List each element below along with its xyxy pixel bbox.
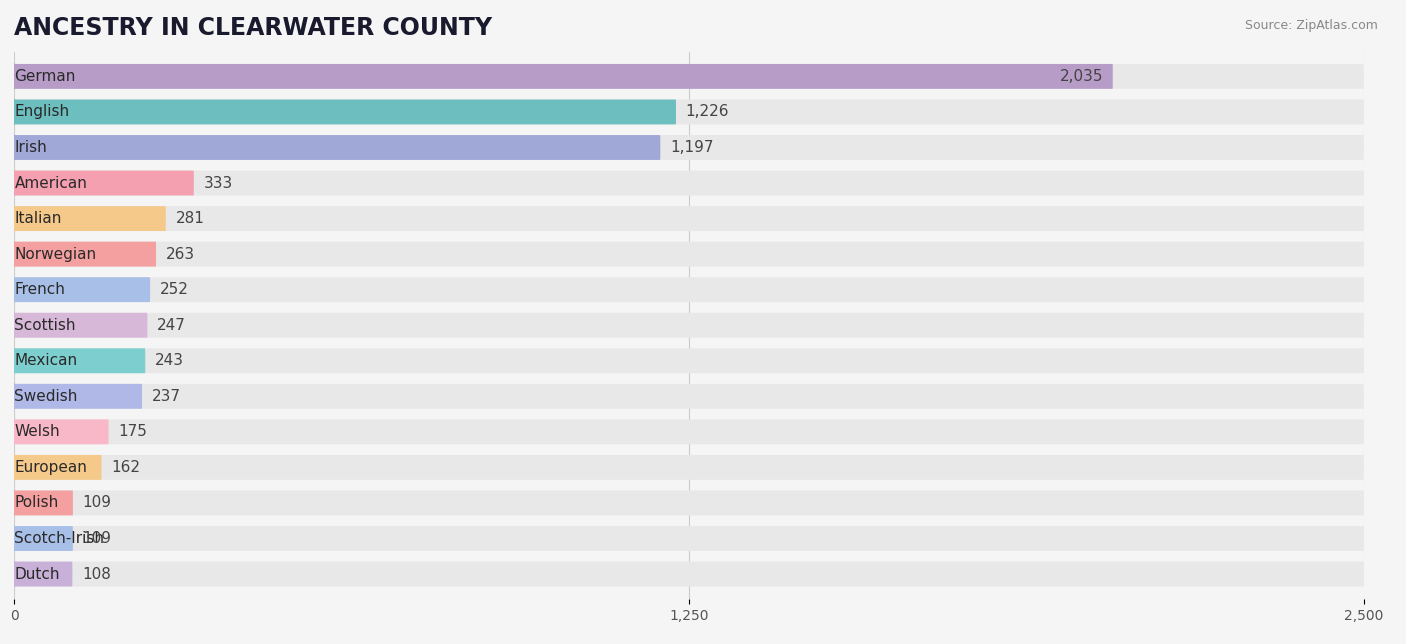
Text: 333: 333 bbox=[204, 176, 233, 191]
FancyBboxPatch shape bbox=[14, 64, 1112, 89]
Text: European: European bbox=[14, 460, 87, 475]
Text: English: English bbox=[14, 104, 69, 119]
Text: Welsh: Welsh bbox=[14, 424, 60, 439]
FancyBboxPatch shape bbox=[14, 419, 1364, 444]
FancyBboxPatch shape bbox=[14, 526, 73, 551]
FancyBboxPatch shape bbox=[14, 135, 1364, 160]
Text: 243: 243 bbox=[155, 354, 184, 368]
Text: 109: 109 bbox=[83, 495, 111, 511]
Text: Italian: Italian bbox=[14, 211, 62, 226]
FancyBboxPatch shape bbox=[14, 206, 1364, 231]
Text: Mexican: Mexican bbox=[14, 354, 77, 368]
FancyBboxPatch shape bbox=[14, 313, 148, 337]
Text: 263: 263 bbox=[166, 247, 195, 261]
Text: 2,035: 2,035 bbox=[1060, 69, 1104, 84]
FancyBboxPatch shape bbox=[14, 171, 194, 196]
FancyBboxPatch shape bbox=[14, 242, 156, 267]
Text: Swedish: Swedish bbox=[14, 389, 77, 404]
FancyBboxPatch shape bbox=[14, 419, 108, 444]
FancyBboxPatch shape bbox=[14, 455, 1364, 480]
FancyBboxPatch shape bbox=[14, 100, 1364, 124]
FancyBboxPatch shape bbox=[14, 384, 1364, 409]
FancyBboxPatch shape bbox=[14, 348, 145, 374]
FancyBboxPatch shape bbox=[14, 277, 1364, 302]
Text: 1,226: 1,226 bbox=[686, 104, 730, 119]
Text: ANCESTRY IN CLEARWATER COUNTY: ANCESTRY IN CLEARWATER COUNTY bbox=[14, 16, 492, 40]
Text: 247: 247 bbox=[157, 317, 186, 333]
FancyBboxPatch shape bbox=[14, 313, 1364, 337]
FancyBboxPatch shape bbox=[14, 171, 1364, 196]
Text: Source: ZipAtlas.com: Source: ZipAtlas.com bbox=[1244, 19, 1378, 32]
Text: Norwegian: Norwegian bbox=[14, 247, 97, 261]
Text: Polish: Polish bbox=[14, 495, 59, 511]
Text: 175: 175 bbox=[118, 424, 148, 439]
Text: 237: 237 bbox=[152, 389, 181, 404]
FancyBboxPatch shape bbox=[14, 491, 1364, 515]
FancyBboxPatch shape bbox=[14, 491, 73, 515]
Text: Dutch: Dutch bbox=[14, 567, 60, 582]
Text: French: French bbox=[14, 282, 65, 297]
Text: Scottish: Scottish bbox=[14, 317, 76, 333]
Text: 1,197: 1,197 bbox=[671, 140, 713, 155]
Text: 108: 108 bbox=[82, 567, 111, 582]
Text: 162: 162 bbox=[111, 460, 141, 475]
Text: American: American bbox=[14, 176, 87, 191]
FancyBboxPatch shape bbox=[14, 242, 1364, 267]
FancyBboxPatch shape bbox=[14, 562, 72, 587]
Text: 252: 252 bbox=[160, 282, 188, 297]
Text: 281: 281 bbox=[176, 211, 204, 226]
Text: Scotch-Irish: Scotch-Irish bbox=[14, 531, 104, 546]
FancyBboxPatch shape bbox=[14, 100, 676, 124]
Text: Irish: Irish bbox=[14, 140, 48, 155]
FancyBboxPatch shape bbox=[14, 277, 150, 302]
FancyBboxPatch shape bbox=[14, 64, 1364, 89]
FancyBboxPatch shape bbox=[14, 562, 1364, 587]
FancyBboxPatch shape bbox=[14, 206, 166, 231]
FancyBboxPatch shape bbox=[14, 384, 142, 409]
FancyBboxPatch shape bbox=[14, 526, 1364, 551]
FancyBboxPatch shape bbox=[14, 135, 661, 160]
Text: 109: 109 bbox=[83, 531, 111, 546]
Text: German: German bbox=[14, 69, 76, 84]
FancyBboxPatch shape bbox=[14, 348, 1364, 374]
FancyBboxPatch shape bbox=[14, 455, 101, 480]
